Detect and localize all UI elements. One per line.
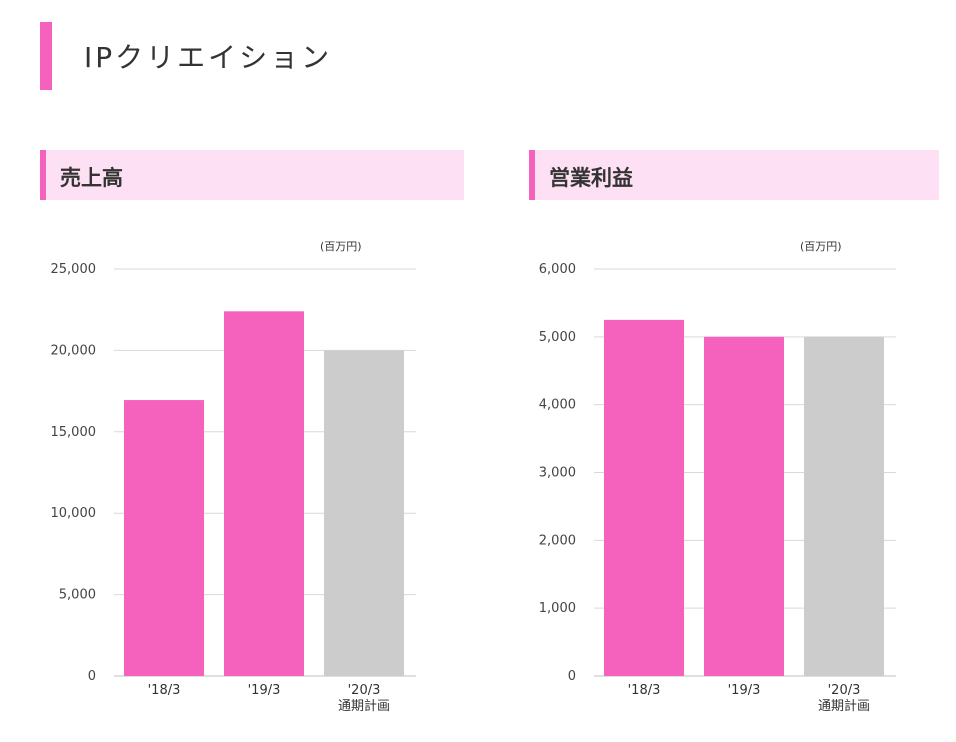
x-tick-label: '20/3 <box>348 683 381 698</box>
unit-label: (百万円) <box>800 240 842 253</box>
operating-profit-chart-title: 営業利益 <box>549 166 633 190</box>
section-accent-bar <box>40 150 46 200</box>
x-tick-label: '18/3 <box>628 683 661 698</box>
operating-profit-section-header: 営業利益 <box>529 150 939 200</box>
y-tick-label: 10,000 <box>51 506 97 521</box>
y-tick-label: 2,000 <box>539 533 576 548</box>
y-tick-label: 3,000 <box>539 466 576 481</box>
bar-actual <box>604 319 684 676</box>
sales-chart: (百万円) 0 5,000 10,000 15,000 20,000 25,000 '18/3… <box>51 240 416 714</box>
x-tick-label: '20/3 <box>828 683 861 698</box>
bar-plan <box>804 336 884 676</box>
y-tick-label: 5,000 <box>539 330 576 345</box>
y-tick-label: 25,000 <box>51 262 97 277</box>
y-tick-label: 0 <box>88 669 96 684</box>
unit-label: (百万円) <box>320 240 362 253</box>
header-accent-bar <box>40 22 52 90</box>
y-tick-label: 1,000 <box>539 601 576 616</box>
sales-section-header: 売上高 <box>40 150 464 200</box>
x-tick-sublabel: 通期計画 <box>338 698 390 714</box>
y-tick-label: 6,000 <box>539 262 576 277</box>
x-tick-sublabel: 通期計画 <box>818 698 870 714</box>
page-title: IPクリエイション <box>84 41 333 74</box>
x-tick-label: '19/3 <box>248 683 281 698</box>
y-tick-label: 5,000 <box>59 588 96 603</box>
operating-profit-chart: (百万円) 0 1,000 2,000 3,000 4,000 5,000 6,000 '18/… <box>539 240 896 714</box>
bar-plan <box>324 350 404 676</box>
sales-chart-title: 売上高 <box>60 166 123 190</box>
bar-actual <box>704 336 784 676</box>
y-tick-label: 15,000 <box>51 425 97 440</box>
bar-actual <box>124 400 204 676</box>
x-tick-label: '19/3 <box>728 683 761 698</box>
bar-actual <box>224 311 304 676</box>
y-tick-label: 0 <box>568 669 576 684</box>
section-accent-bar <box>529 150 535 200</box>
x-tick-label: '18/3 <box>148 683 181 698</box>
page-header: IPクリエイション <box>40 22 640 90</box>
y-tick-label: 4,000 <box>539 398 576 413</box>
y-tick-label: 20,000 <box>51 343 97 358</box>
